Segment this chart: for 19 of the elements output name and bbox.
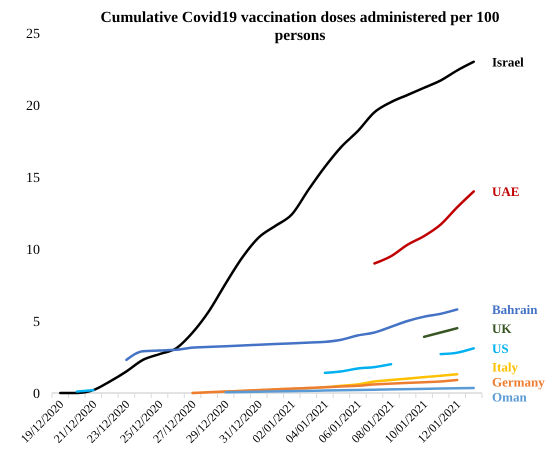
- series-label: UAE: [492, 184, 520, 199]
- y-tick-label: 0: [33, 386, 40, 402]
- line-series: [125, 308, 458, 362]
- text: Germany: [492, 374, 546, 390]
- y-tick-label: 5: [33, 314, 40, 330]
- line-series: [373, 190, 475, 265]
- series-label: Oman: [492, 390, 528, 405]
- series-label: Israel: [492, 54, 524, 70]
- text: UK: [492, 320, 512, 336]
- series-label: US: [492, 340, 509, 356]
- text: Bahrain: [492, 302, 538, 318]
- chart-title: Cumulative Covid19 vaccination doses administered per 100 persons: [100, 9, 500, 44]
- line-series: [59, 60, 475, 394]
- line-series: [191, 378, 458, 394]
- y-tick-label: 20: [26, 98, 40, 114]
- text: Italy: [492, 360, 518, 375]
- y-tick-label: 25: [26, 26, 40, 42]
- y-tick-label: 15: [26, 170, 40, 186]
- y-tick-label: 10: [26, 242, 40, 258]
